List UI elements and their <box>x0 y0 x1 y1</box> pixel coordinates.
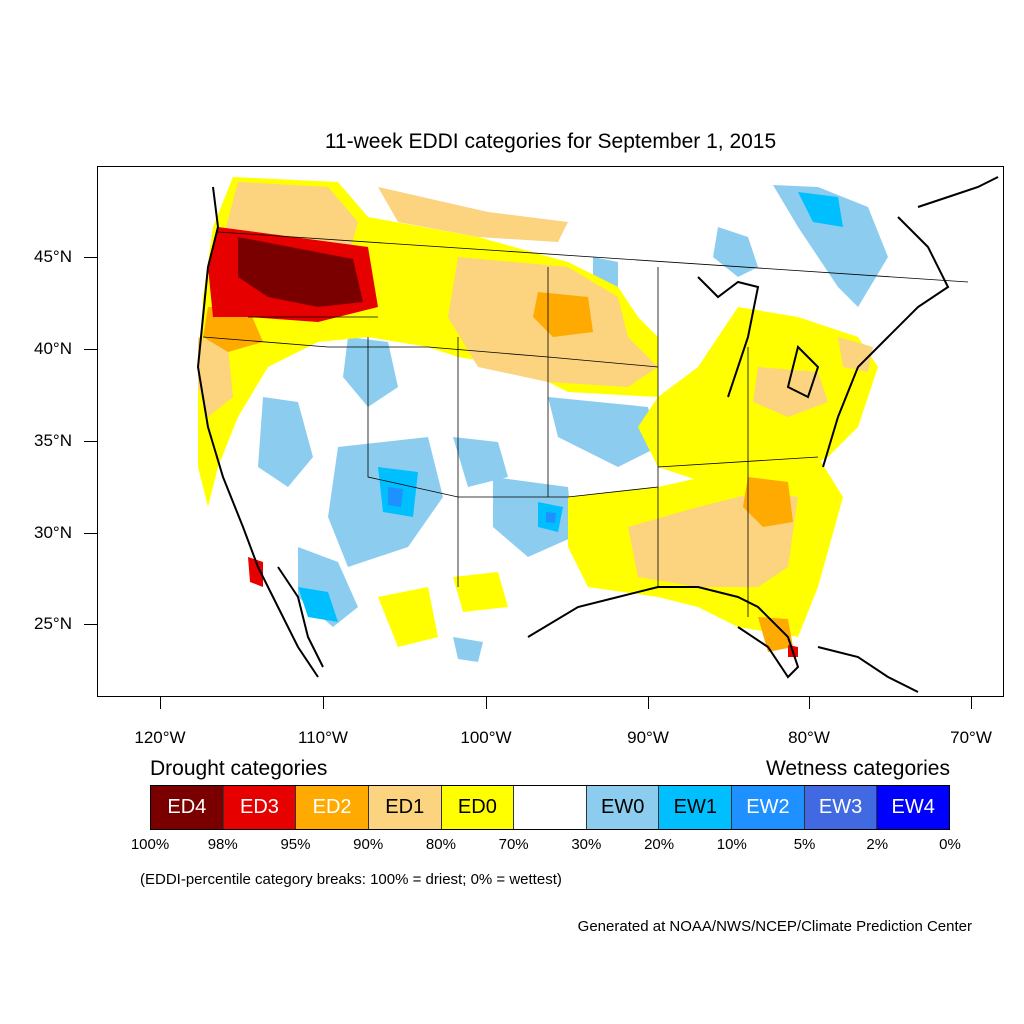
credit-text: Generated at NOAA/NWS/NCEP/Climate Predi… <box>577 918 972 935</box>
wet-strong <box>388 487 556 523</box>
lon-tick-90: 90°W <box>627 728 669 747</box>
lon-tick-80: 80°W <box>788 728 830 747</box>
percentile-label: 90% <box>353 836 384 853</box>
wetness-legend-title: Wetness categories <box>765 757 950 780</box>
wet-regions <box>258 185 888 662</box>
lon-tick-mark <box>648 697 649 709</box>
lon-tick-mark <box>323 697 324 709</box>
legend-cell-ed2: ED2 <box>296 786 369 829</box>
lon-tick-120: 120°W <box>134 728 186 747</box>
category-legend-bar: ED4 ED3 ED2 ED1 ED0 EW0 EW1 EW2 EW3 EW4 <box>150 785 950 830</box>
legend-cell-ew4: EW4 <box>877 786 950 829</box>
percentile-label: 80% <box>425 836 456 853</box>
percentile-label: 70% <box>498 836 529 853</box>
drought-legend-title: Drought categories <box>150 757 328 780</box>
percentile-label: 20% <box>644 836 675 853</box>
state-borders <box>202 231 969 617</box>
lat-tick-30: 30°N <box>34 523 72 542</box>
lat-tick-40: 40°N <box>34 339 72 358</box>
dry-ed4 <box>238 237 363 307</box>
legend-cell-ed4: ED4 <box>151 786 224 829</box>
lat-tick-mark <box>84 257 97 258</box>
legend-cell-ew3: EW3 <box>804 786 878 829</box>
legend-cell-normal <box>514 786 587 829</box>
percentile-label: 2% <box>866 836 889 853</box>
lat-tick-35: 35°N <box>34 431 72 450</box>
lon-tick-100: 100°W <box>460 728 512 747</box>
lat-tick-45: 45°N <box>34 247 72 266</box>
lon-tick-mark <box>809 697 810 709</box>
legend-cell-ed3: ED3 <box>223 786 297 829</box>
legend-cell-ew1: EW1 <box>659 786 733 829</box>
percentile-label: 95% <box>280 836 311 853</box>
legend-cell-ew0: EW0 <box>586 786 660 829</box>
eddi-map <box>196 176 999 693</box>
coastlines <box>196 176 999 693</box>
percentile-label: 5% <box>793 836 816 853</box>
lat-tick-mark <box>84 533 97 534</box>
category-note: (EDDI-percentile category breaks: 100% =… <box>140 871 562 888</box>
legend-cell-ed1: ED1 <box>368 786 442 829</box>
percentile-label: 100% <box>130 836 170 853</box>
legend-cell-ed0: ED0 <box>441 786 515 829</box>
lon-tick-mark <box>486 697 487 709</box>
lon-tick-110: 110°W <box>298 728 348 747</box>
percentile-label: 98% <box>207 836 238 853</box>
map-title: 11-week EDDI categories for September 1,… <box>324 130 777 153</box>
legend-cell-ew2: EW2 <box>732 786 805 829</box>
lat-tick-mark <box>84 349 97 350</box>
lon-tick-70: 70°W <box>950 728 992 747</box>
lon-tick-mark <box>160 697 161 709</box>
lon-tick-mark <box>971 697 972 709</box>
map-frame <box>97 166 1004 697</box>
lat-tick-mark <box>84 624 97 625</box>
lat-tick-mark <box>84 441 97 442</box>
percentile-label: 0% <box>939 836 961 853</box>
percentile-label: 30% <box>571 836 602 853</box>
percentile-label: 10% <box>716 836 747 853</box>
lat-tick-25: 25°N <box>34 614 72 633</box>
